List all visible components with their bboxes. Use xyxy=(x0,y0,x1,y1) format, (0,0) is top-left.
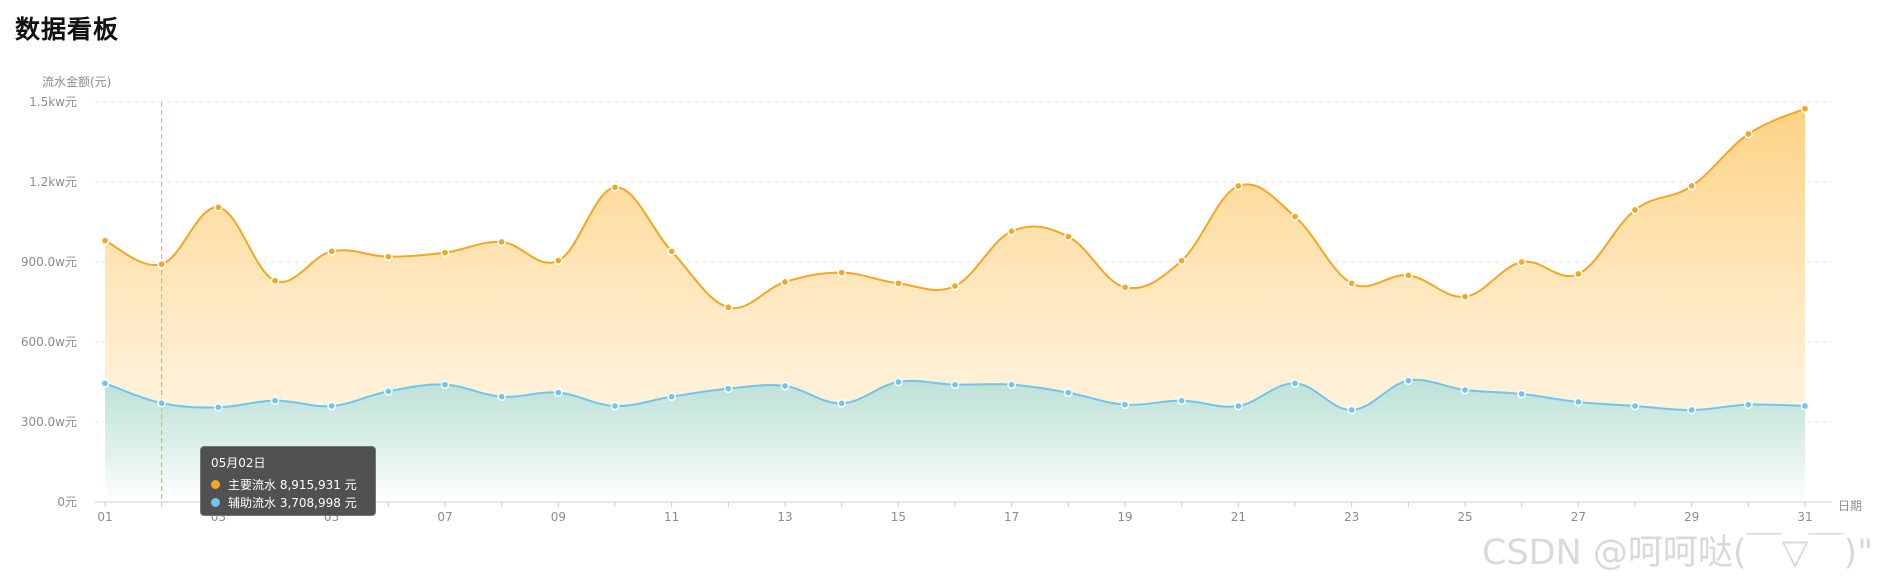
point-main[interactable] xyxy=(213,202,223,212)
area-sub xyxy=(105,379,1805,502)
point-main[interactable] xyxy=(1517,257,1527,267)
point-sub[interactable] xyxy=(1743,400,1753,410)
point-sub[interactable] xyxy=(1460,385,1470,395)
tooltip-row-main: 主要流水 8,915,931 元 xyxy=(211,475,365,493)
point-sub[interactable] xyxy=(837,398,847,408)
tooltip-sub-text: 辅助流水 3,708,998 元 xyxy=(228,495,357,510)
point-sub[interactable] xyxy=(1233,401,1243,411)
point-sub[interactable] xyxy=(1800,401,1810,411)
point-sub[interactable] xyxy=(553,388,563,398)
point-sub[interactable] xyxy=(1573,397,1583,407)
point-sub[interactable] xyxy=(610,401,620,411)
x-tick-label: 31 xyxy=(1797,510,1812,524)
point-main[interactable] xyxy=(893,278,903,288)
point-main[interactable] xyxy=(1347,278,1357,288)
point-main[interactable] xyxy=(1063,232,1073,242)
point-sub[interactable] xyxy=(1290,378,1300,388)
point-sub[interactable] xyxy=(383,386,393,396)
point-sub[interactable] xyxy=(1007,380,1017,390)
point-main[interactable] xyxy=(610,182,620,192)
tooltip-sub-dot-icon xyxy=(211,497,220,507)
point-main[interactable] xyxy=(100,236,110,246)
point-main[interactable] xyxy=(1233,181,1243,191)
tooltip-main-dot-icon xyxy=(211,479,220,489)
point-main[interactable] xyxy=(1007,226,1017,236)
point-main[interactable] xyxy=(553,256,563,266)
x-tick-label: 17 xyxy=(1004,510,1019,524)
x-tick-label: 19 xyxy=(1117,510,1132,524)
point-sub[interactable] xyxy=(893,377,903,387)
point-main[interactable] xyxy=(950,281,960,291)
point-main[interactable] xyxy=(1573,269,1583,279)
point-sub[interactable] xyxy=(1177,396,1187,406)
x-tick-label: 11 xyxy=(664,510,679,524)
x-axis-title: 日期 xyxy=(1838,499,1862,513)
point-main[interactable] xyxy=(157,259,167,269)
x-tick-label: 09 xyxy=(551,510,566,524)
point-main[interactable] xyxy=(1177,256,1187,266)
x-tick-label: 07 xyxy=(437,510,452,524)
x-tick-label: 21 xyxy=(1231,510,1246,524)
y-tick-label: 1.5kw元 xyxy=(29,95,77,109)
point-main[interactable] xyxy=(1743,129,1753,139)
page-title: 数据看板 xyxy=(15,15,120,44)
point-main[interactable] xyxy=(383,252,393,262)
point-main[interactable] xyxy=(497,237,507,247)
x-tick-label: 25 xyxy=(1457,510,1472,524)
point-sub[interactable] xyxy=(667,392,677,402)
point-main[interactable] xyxy=(1687,181,1697,191)
point-sub[interactable] xyxy=(1630,401,1640,411)
y-axis-title: 流水金额(元) xyxy=(42,74,111,89)
x-tick-label: 13 xyxy=(777,510,792,524)
x-tick-label: 01 xyxy=(97,510,112,524)
x-tick-label: 23 xyxy=(1344,510,1359,524)
point-main[interactable] xyxy=(1800,104,1810,114)
series-areas xyxy=(105,108,1805,503)
point-main[interactable] xyxy=(1120,282,1130,292)
point-main[interactable] xyxy=(780,277,790,287)
point-sub[interactable] xyxy=(157,398,167,408)
point-sub[interactable] xyxy=(1517,389,1527,399)
point-sub[interactable] xyxy=(1687,405,1697,415)
y-tick-label: 900.0w元 xyxy=(21,255,77,269)
point-main[interactable] xyxy=(1403,270,1413,280)
point-main[interactable] xyxy=(837,268,847,278)
point-sub[interactable] xyxy=(213,402,223,412)
point-sub[interactable] xyxy=(1063,388,1073,398)
point-sub[interactable] xyxy=(780,381,790,391)
point-sub[interactable] xyxy=(270,396,280,406)
point-sub[interactable] xyxy=(100,378,110,388)
series-points[interactable] xyxy=(100,104,1810,415)
x-tick-label: 27 xyxy=(1571,510,1586,524)
point-main[interactable] xyxy=(723,302,733,312)
point-main[interactable] xyxy=(667,246,677,256)
tooltip-main-text: 主要流水 8,915,931 元 xyxy=(228,477,357,492)
x-tick-label: 15 xyxy=(891,510,906,524)
y-tick-label: 0元 xyxy=(57,495,77,509)
watermark: CSDN @呵呵哒(￣▽￣)" xyxy=(1482,533,1874,573)
point-main[interactable] xyxy=(1290,212,1300,222)
tooltip-row-sub: 辅助流水 3,708,998 元 xyxy=(211,493,365,511)
point-sub[interactable] xyxy=(723,384,733,394)
point-sub[interactable] xyxy=(1403,376,1413,386)
point-main[interactable] xyxy=(1460,292,1470,302)
y-tick-label: 600.0w元 xyxy=(21,335,77,349)
point-main[interactable] xyxy=(327,246,337,256)
point-sub[interactable] xyxy=(497,392,507,402)
point-main[interactable] xyxy=(440,248,450,258)
x-tick-label: 29 xyxy=(1684,510,1699,524)
point-sub[interactable] xyxy=(1120,400,1130,410)
point-main[interactable] xyxy=(1630,205,1640,215)
axes: 流水金额(元) 日期 0元 300.0w元 600.0w元 900.0w元 1.2kw元… xyxy=(21,74,1862,524)
point-sub[interactable] xyxy=(440,380,450,390)
point-sub[interactable] xyxy=(950,380,960,390)
y-tick-label: 300.0w元 xyxy=(21,415,77,429)
tooltip-title: 05月02日 xyxy=(211,456,266,470)
point-main[interactable] xyxy=(270,276,280,286)
point-sub[interactable] xyxy=(1347,405,1357,415)
y-tick-label: 1.2kw元 xyxy=(29,175,77,189)
tooltip: 05月02日 主要流水 8,915,931 元 辅助流水 3,708,998 元 xyxy=(200,446,376,516)
point-sub[interactable] xyxy=(327,401,337,411)
